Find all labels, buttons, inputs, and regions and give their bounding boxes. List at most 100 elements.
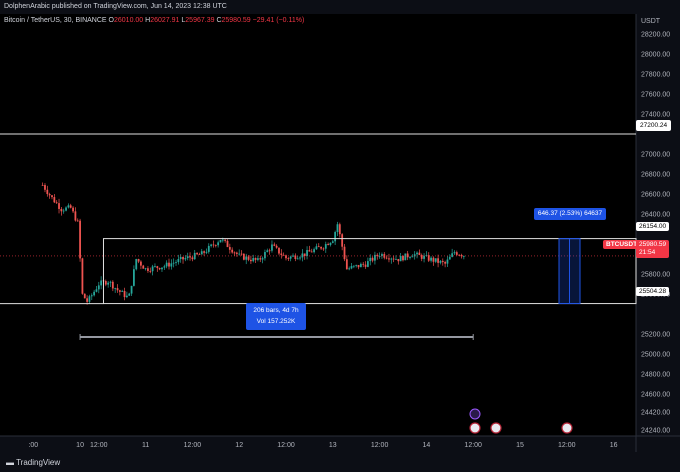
candle-body bbox=[69, 205, 72, 208]
candle-body bbox=[48, 194, 51, 196]
candle-body bbox=[235, 252, 238, 254]
candle-body bbox=[296, 258, 299, 260]
candle-body bbox=[250, 259, 252, 262]
published-text: DolphenArabic published on TradingView.c… bbox=[4, 3, 227, 10]
candle-body bbox=[247, 256, 250, 260]
footer: ▬ TradingView bbox=[0, 452, 680, 472]
candle-body bbox=[252, 258, 255, 262]
us-economic-event-icon[interactable] bbox=[469, 422, 481, 434]
price-range-label: 646.37 (2.53%) 64637 bbox=[534, 208, 606, 220]
candle-body bbox=[221, 239, 224, 241]
candle-body bbox=[198, 254, 201, 255]
symbol-ohlc-legend: Bitcoin / TetherUS, 30, BINANCE O26010.0… bbox=[4, 17, 304, 24]
candle-body bbox=[67, 205, 70, 208]
candle-body bbox=[423, 255, 425, 259]
time-tick-label: 12:00 bbox=[277, 442, 295, 449]
chart-pane[interactable] bbox=[0, 14, 636, 436]
candle-body bbox=[140, 261, 142, 266]
candle-body bbox=[264, 252, 266, 259]
candle-body bbox=[186, 256, 189, 259]
price-tick-label: 24420.00 bbox=[641, 410, 670, 417]
candle-body bbox=[200, 251, 203, 255]
candle-body bbox=[280, 253, 283, 255]
price-tick-label: 26400.00 bbox=[641, 212, 670, 219]
time-tick-label: 16 bbox=[610, 442, 618, 449]
candle-body bbox=[207, 245, 210, 252]
candlestick-chart[interactable]: 28200.00 28000.00 27800.00 27600.00 27400.00… bbox=[0, 14, 680, 452]
candle-body bbox=[331, 241, 334, 243]
candle-body bbox=[196, 252, 198, 255]
time-tick-label: 14 bbox=[423, 442, 431, 449]
candle-body bbox=[437, 258, 439, 263]
candle-body bbox=[261, 258, 264, 260]
candle-body bbox=[430, 257, 432, 261]
candle-body bbox=[107, 282, 110, 285]
candle-body bbox=[343, 246, 346, 260]
candle-body bbox=[118, 290, 121, 292]
us-economic-event-icon[interactable] bbox=[561, 422, 573, 434]
candle-body bbox=[242, 253, 245, 260]
candle-body bbox=[299, 257, 301, 259]
high-value: 26027.91 bbox=[150, 17, 180, 24]
symbol-name[interactable]: Bitcoin / TetherUS, 30, BINANCE bbox=[4, 17, 107, 24]
candle-body bbox=[175, 262, 177, 263]
candle-body bbox=[170, 263, 173, 267]
candle-body bbox=[257, 258, 259, 260]
candle-body bbox=[320, 246, 322, 249]
candle-body bbox=[315, 246, 318, 250]
candle-body bbox=[451, 253, 454, 257]
event-dividend-icon[interactable] bbox=[469, 408, 481, 420]
candle-body bbox=[439, 260, 442, 263]
date-range-bars: 206 bars, 4d 7h bbox=[253, 307, 299, 314]
candle-body bbox=[226, 240, 229, 248]
candle-body bbox=[95, 289, 98, 292]
tradingview-logo[interactable]: ▬ TradingView bbox=[6, 458, 60, 467]
candle-body bbox=[324, 244, 327, 249]
candle-body bbox=[172, 262, 175, 264]
candle-body bbox=[411, 256, 414, 258]
countdown: 21:54 bbox=[639, 249, 656, 256]
price-tick-label: 27800.00 bbox=[641, 72, 670, 79]
candle-body bbox=[163, 266, 166, 268]
candle-body bbox=[455, 252, 458, 255]
candle-body bbox=[441, 260, 444, 263]
candle-body bbox=[205, 251, 208, 253]
candle-body bbox=[357, 264, 360, 268]
high-label: H bbox=[145, 17, 151, 24]
candle-body bbox=[352, 265, 355, 267]
range-rectangle[interactable] bbox=[102, 238, 637, 305]
us-economic-event-icon[interactable] bbox=[490, 422, 502, 434]
currency-label[interactable]: USDT bbox=[641, 18, 661, 25]
candle-body bbox=[210, 244, 213, 246]
candle-body bbox=[51, 195, 53, 198]
candle-body bbox=[376, 254, 379, 257]
candle-body bbox=[294, 255, 297, 259]
candle-body bbox=[90, 295, 93, 297]
candle-body bbox=[388, 258, 390, 260]
candle-body bbox=[317, 246, 320, 248]
price-tick-label: 24240.00 bbox=[641, 428, 670, 435]
price-tick-label: 26800.00 bbox=[641, 172, 670, 179]
candle-body bbox=[154, 266, 156, 267]
candle-body bbox=[182, 256, 184, 260]
candle-body bbox=[275, 245, 278, 248]
candle-body bbox=[292, 255, 294, 257]
time-tick-label: 12:00 bbox=[464, 442, 482, 449]
candle-body bbox=[123, 290, 126, 298]
candle-body bbox=[395, 258, 397, 260]
candle-body bbox=[41, 185, 44, 186]
candle-body bbox=[231, 249, 234, 253]
candle-body bbox=[168, 262, 170, 267]
candle-body bbox=[161, 267, 163, 270]
tv-logo-icon: ▬ bbox=[6, 458, 14, 467]
low-value: 25967.39 bbox=[185, 17, 215, 24]
range-high-tag: 26154.00 bbox=[636, 222, 670, 231]
candle-body bbox=[177, 259, 180, 263]
open-value: 26010.00 bbox=[114, 17, 144, 24]
candle-body bbox=[214, 245, 217, 246]
candle-body bbox=[341, 234, 344, 247]
candle-body bbox=[287, 258, 290, 260]
price-tick-label: 27400.00 bbox=[641, 112, 670, 119]
time-tick-label: 12:00 bbox=[558, 442, 576, 449]
candle-body bbox=[212, 244, 215, 246]
